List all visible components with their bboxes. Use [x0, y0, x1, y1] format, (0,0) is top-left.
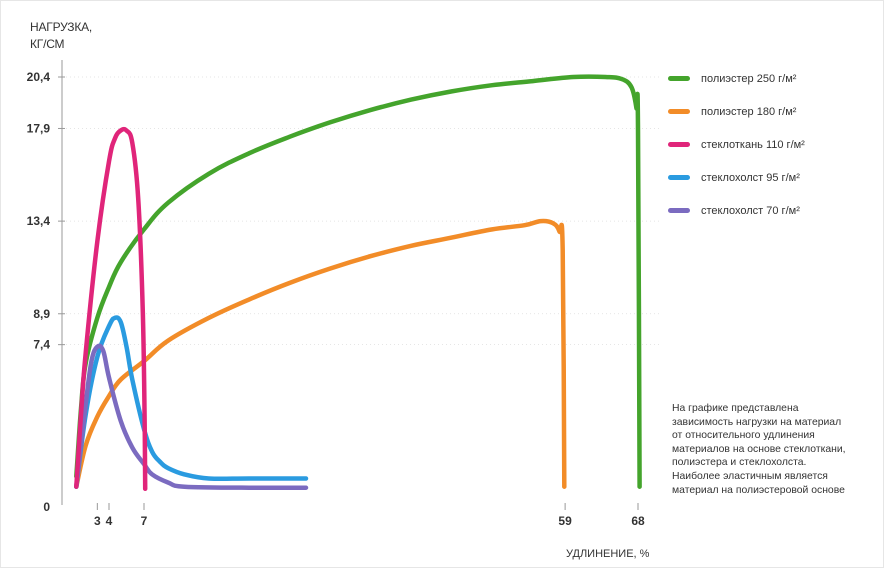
legend-swatch	[668, 208, 690, 213]
legend-swatch	[668, 142, 690, 147]
note-line: материал на полиэстеровой основе	[672, 484, 884, 498]
legend-label: стеклоткань 110 г/м²	[701, 139, 805, 151]
legend-item-polyester-250: полиэстер 250 г/м²	[668, 62, 878, 95]
x-tick-label: 7	[141, 514, 148, 528]
note-line: зависимость нагрузки на материал	[672, 416, 884, 430]
y-tick-label: 8,9	[33, 307, 50, 321]
series-lines	[76, 77, 639, 489]
y-tick-label: 13,4	[27, 214, 51, 228]
chart-note: На графике представлена зависимость нагр…	[672, 402, 884, 497]
legend-label: стеклохолст 95 г/м²	[701, 172, 800, 184]
legend-swatch	[668, 175, 690, 180]
series-line-2	[76, 129, 145, 489]
legend-item-fiberglass-mat-70: стеклохолст 70 г/м²	[668, 194, 878, 227]
x-tick-label: 59	[558, 514, 572, 528]
legend-item-fiberglass-mat-95: стеклохолст 95 г/м²	[668, 161, 878, 194]
x-axis-label: УДЛИНЕНИЕ, %	[566, 548, 649, 560]
gridlines	[62, 77, 660, 345]
y-tick-label: 7,4	[33, 338, 50, 352]
note-line: Наиболее эластичным является	[672, 470, 884, 484]
legend-label: полиэстер 180 г/м²	[701, 106, 796, 118]
legend-swatch	[668, 76, 690, 81]
note-line: полиэстера и стеклохолста.	[672, 456, 884, 470]
legend-label: полиэстер 250 г/м²	[701, 73, 796, 85]
note-line: от относительного удлинения	[672, 429, 884, 443]
note-line: материалов на основе стеклоткани,	[672, 443, 884, 457]
note-line: На графике представлена	[672, 402, 884, 416]
legend-label: стеклохолст 70 г/м²	[701, 205, 800, 217]
y-tick-label: 17,9	[27, 121, 51, 135]
series-line-4	[76, 346, 306, 488]
legend-item-polyester-180: полиэстер 180 г/м²	[668, 95, 878, 128]
y-axis-label-line-1: НАГРУЗКА,	[30, 20, 92, 34]
x-tick-label: 4	[106, 514, 113, 528]
x-tick-label: 3	[94, 514, 101, 528]
y-tick-label: 0	[43, 500, 50, 514]
tick-labels: 0 7,4 8,9 13,4 17,9 20,4 3 4 7 59 68	[27, 70, 645, 528]
series-line-3	[76, 317, 306, 486]
y-tick-label: 20,4	[27, 70, 51, 84]
y-axis-label-line-2: КГ/СМ	[30, 37, 64, 51]
x-tick-label: 68	[631, 514, 645, 528]
series-line-0	[76, 77, 639, 487]
legend-item-fiberglass-cloth-110: стеклоткань 110 г/м²	[668, 128, 878, 161]
legend-swatch	[668, 109, 690, 114]
legend: полиэстер 250 г/м² полиэстер 180 г/м² ст…	[668, 62, 878, 227]
